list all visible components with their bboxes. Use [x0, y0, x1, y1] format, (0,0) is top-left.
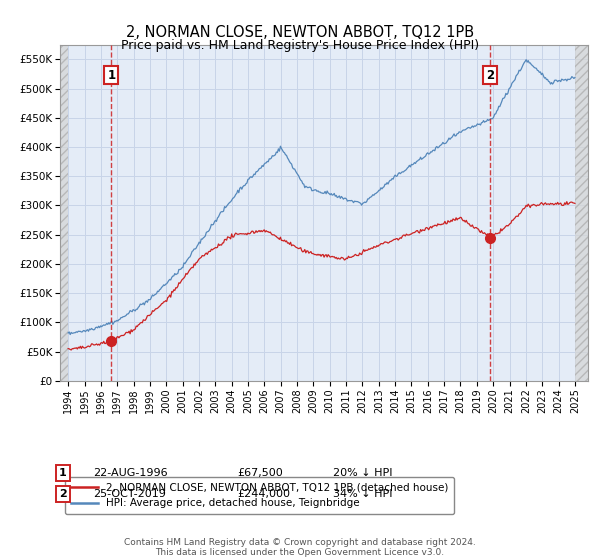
Bar: [575, 45, 588, 381]
Text: Price paid vs. HM Land Registry's House Price Index (HPI): Price paid vs. HM Land Registry's House …: [121, 39, 479, 52]
Text: 1: 1: [59, 468, 67, 478]
Text: 20% ↓ HPI: 20% ↓ HPI: [333, 468, 392, 478]
Text: Contains HM Land Registry data © Crown copyright and database right 2024.
This d: Contains HM Land Registry data © Crown c…: [124, 538, 476, 557]
Text: 2: 2: [486, 68, 494, 82]
Text: 34% ↓ HPI: 34% ↓ HPI: [333, 489, 392, 499]
Text: £244,000: £244,000: [237, 489, 290, 499]
Bar: [60, 45, 68, 381]
Text: 22-AUG-1996: 22-AUG-1996: [93, 468, 167, 478]
Legend: 2, NORMAN CLOSE, NEWTON ABBOT, TQ12 1PB (detached house), HPI: Average price, de: 2, NORMAN CLOSE, NEWTON ABBOT, TQ12 1PB …: [65, 477, 454, 515]
Text: 2, NORMAN CLOSE, NEWTON ABBOT, TQ12 1PB: 2, NORMAN CLOSE, NEWTON ABBOT, TQ12 1PB: [126, 25, 474, 40]
Text: £67,500: £67,500: [237, 468, 283, 478]
Text: 1: 1: [107, 68, 115, 82]
Text: 25-OCT-2019: 25-OCT-2019: [93, 489, 166, 499]
Text: 2: 2: [59, 489, 67, 499]
